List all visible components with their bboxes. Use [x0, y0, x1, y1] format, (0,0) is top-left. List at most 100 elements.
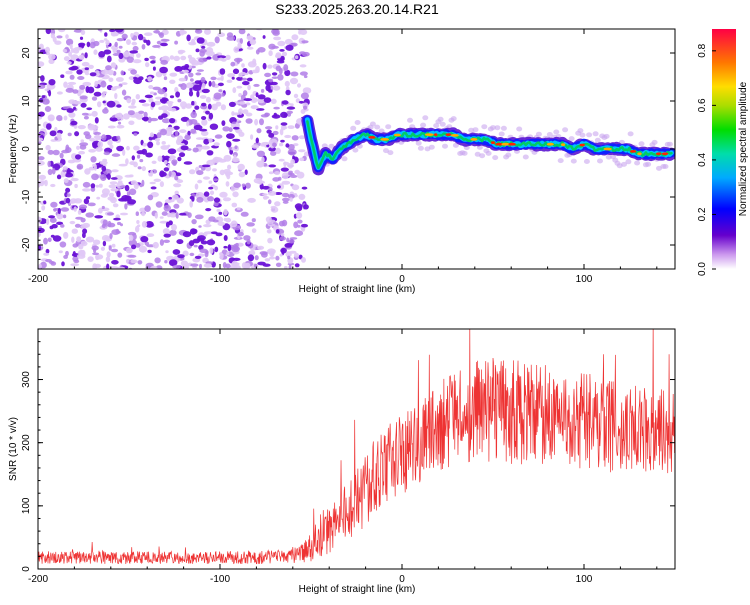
noise-blob — [89, 72, 97, 77]
noise-blob — [93, 164, 97, 171]
noise-blob — [165, 250, 169, 254]
noise-blob — [83, 131, 90, 136]
signal-halo-blob — [328, 143, 335, 149]
noise-blob — [233, 126, 240, 130]
noise-blob — [58, 29, 66, 33]
noise-blob — [198, 165, 203, 168]
noise-blob — [68, 99, 76, 104]
noise-blob — [69, 220, 76, 225]
noise-blob — [123, 51, 130, 58]
noise-blob — [166, 212, 171, 218]
noise-blob — [254, 255, 259, 261]
noise-blob — [62, 231, 69, 239]
noise-blob — [155, 201, 163, 208]
noise-blob — [51, 167, 56, 175]
noise-blob — [194, 105, 200, 110]
noise-blob — [227, 244, 232, 252]
noise-blob — [236, 76, 244, 81]
noise-blob — [160, 38, 170, 42]
noise-blob — [191, 38, 196, 45]
noise-blob — [107, 69, 114, 76]
noise-blob — [168, 118, 176, 124]
noise-blob — [60, 74, 65, 78]
noise-blob — [147, 194, 154, 201]
noise-blob — [242, 81, 250, 86]
noise-blob — [66, 38, 74, 46]
noise-blob — [105, 39, 110, 46]
noise-blob — [144, 241, 150, 246]
noise-blob — [241, 183, 246, 188]
noise-blob — [157, 155, 163, 162]
noise-blob — [86, 107, 93, 111]
noise-blob — [50, 33, 56, 39]
noise-blob — [236, 207, 241, 211]
noise-blob — [215, 101, 222, 107]
noise-blob — [225, 181, 230, 187]
signal-halo-blob — [374, 124, 381, 130]
noise-blob — [221, 249, 228, 255]
noise-blob — [94, 80, 98, 88]
noise-blob — [81, 112, 89, 116]
noise-blob — [297, 83, 301, 88]
noise-blob — [63, 115, 68, 121]
noise-blob — [218, 89, 223, 93]
noise-blob — [201, 119, 208, 126]
signal-hot-spot — [655, 152, 662, 156]
noise-blob — [257, 94, 266, 100]
noise-blob — [263, 195, 268, 200]
noise-blob — [124, 184, 130, 192]
noise-blob — [149, 55, 156, 60]
noise-blob — [107, 139, 113, 146]
noise-blob — [168, 212, 178, 218]
noise-blob — [38, 263, 42, 269]
x-tick-label: 100 — [576, 274, 593, 285]
noise-blob — [206, 150, 214, 156]
noise-blob — [249, 39, 257, 45]
noise-blob — [48, 53, 56, 61]
noise-blob — [214, 246, 219, 253]
noise-blob — [245, 112, 253, 117]
noise-blob — [73, 49, 80, 54]
noise-blob — [152, 66, 156, 71]
noise-blob — [213, 92, 222, 100]
noise-blob — [278, 158, 285, 162]
noise-blob — [162, 228, 170, 235]
colorbar: 0.0 0.2 0.4 0.6 0.8 Normalized spectral ampl… — [697, 29, 749, 276]
noise-blob — [92, 263, 98, 269]
noise-blob — [273, 106, 280, 110]
noise-blob — [124, 203, 128, 210]
noise-blob — [294, 230, 304, 237]
noise-blob — [73, 198, 83, 204]
noise-blob — [150, 169, 154, 177]
signal-halo-blob — [422, 115, 429, 121]
noise-blob — [184, 64, 190, 69]
noise-blob — [256, 128, 262, 134]
noise-blob — [131, 102, 135, 106]
noise-blob — [228, 127, 233, 133]
noise-blob — [241, 63, 245, 68]
noise-blob — [195, 29, 200, 33]
noise-blob — [163, 110, 168, 114]
noise-blob — [88, 149, 96, 153]
noise-blob — [135, 243, 141, 248]
noise-blob — [287, 194, 295, 199]
noise-blob — [195, 48, 200, 53]
noise-blob — [196, 196, 204, 203]
noise-blob — [118, 52, 124, 60]
noise-blob — [214, 36, 220, 44]
noise-blob — [203, 138, 210, 145]
snr-panel: -200 -100 0 100 300 200 100 0 Height of straig… — [8, 328, 676, 595]
noise-blob — [183, 161, 193, 165]
signal-halo-blob — [627, 131, 634, 137]
noise-blob — [141, 166, 146, 172]
noise-blob — [223, 208, 228, 216]
noise-blob — [121, 33, 128, 40]
noise-blob — [301, 40, 309, 44]
noise-blob — [132, 59, 142, 64]
noise-blob — [145, 221, 154, 228]
noise-blob — [175, 130, 179, 137]
noise-blob — [248, 250, 256, 256]
noise-blob — [206, 56, 212, 60]
signal-halo-blob — [490, 125, 496, 131]
